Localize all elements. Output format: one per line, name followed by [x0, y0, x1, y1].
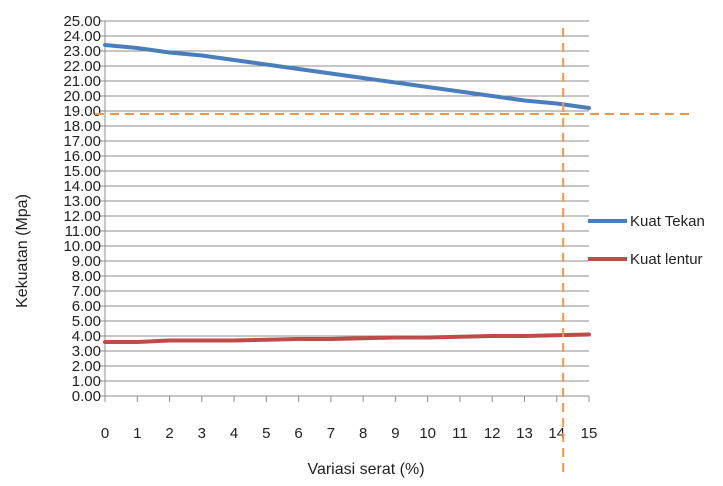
x-tick-label: 14: [548, 425, 565, 442]
x-tick-label: 1: [133, 425, 141, 442]
y-tick-label: 3.00: [72, 343, 101, 360]
x-tick-label: 13: [516, 425, 533, 442]
x-tick-label: 11: [452, 425, 468, 442]
y-tick-label: 22.00: [63, 58, 101, 75]
y-tick-label: 19.00: [63, 103, 101, 120]
y-tick-label: 25.00: [63, 13, 101, 30]
x-tick-label: 10: [419, 425, 436, 442]
y-tick-label: 10.00: [63, 238, 101, 255]
x-tick-label: 2: [165, 425, 173, 442]
y-tick-label: 11.00: [65, 223, 101, 240]
y-tick-label: 12.00: [63, 208, 101, 225]
series-line-2: [103, 332, 591, 344]
y-tick-label: 17.00: [63, 133, 101, 150]
y-tick-label: 1.00: [72, 373, 101, 390]
y-tick-label: 20.00: [63, 88, 101, 105]
y-tick-labels: 0.001.002.003.004.005.006.007.008.009.00…: [63, 13, 101, 405]
x-tick-label: 4: [230, 425, 238, 442]
y-tick-label: 15.00: [63, 163, 101, 180]
x-tick-label: 6: [294, 425, 302, 442]
y-tick-label: 4.00: [72, 328, 101, 345]
y-tick-label: 16.00: [63, 148, 101, 165]
y-tick-label: 21.00: [63, 73, 101, 90]
y-axis-title: Kekuatan (Mpa): [14, 194, 31, 308]
legend-label-1: Kuat Tekan: [630, 213, 705, 230]
y-tick-label: 6.00: [72, 298, 101, 315]
legend: Kuat Tekan Kuat lentur: [588, 213, 705, 268]
y-tick-label: 0.00: [72, 388, 101, 405]
y-tick-label: 24.00: [63, 28, 101, 45]
x-tick-label: 3: [198, 425, 206, 442]
x-tick-label: 12: [484, 425, 501, 442]
y-tick-label: 7.00: [72, 283, 101, 300]
series-lines: [103, 43, 591, 344]
x-tick-label: 15: [581, 425, 598, 442]
y-tick-label: 13.00: [63, 193, 101, 210]
reference-lines: [95, 28, 695, 478]
x-axis-title: Variasi serat (%): [307, 461, 424, 478]
x-tick-label: 0: [101, 425, 109, 442]
x-tick-label: 9: [391, 425, 399, 442]
axes: [100, 20, 590, 402]
y-tick-label: 23.00: [63, 43, 101, 60]
y-tick-label: 8.00: [72, 268, 101, 285]
legend-label-2: Kuat lentur: [630, 251, 703, 268]
x-tick-label: 7: [327, 425, 335, 442]
y-tick-label: 18.00: [63, 118, 101, 135]
grid-lines: [105, 20, 589, 382]
x-tick-label: 8: [359, 425, 367, 442]
x-tick-label: 5: [262, 425, 270, 442]
y-tick-label: 14.00: [63, 178, 101, 195]
series-line-1: [103, 43, 591, 110]
y-tick-label: 5.00: [72, 313, 101, 330]
y-tick-label: 9.00: [72, 253, 101, 270]
x-tick-labels: 0 1 2 3 4 5 6 7 8 9 10 11 12 13 14 15: [101, 425, 598, 442]
y-tick-label: 2.00: [72, 358, 101, 375]
